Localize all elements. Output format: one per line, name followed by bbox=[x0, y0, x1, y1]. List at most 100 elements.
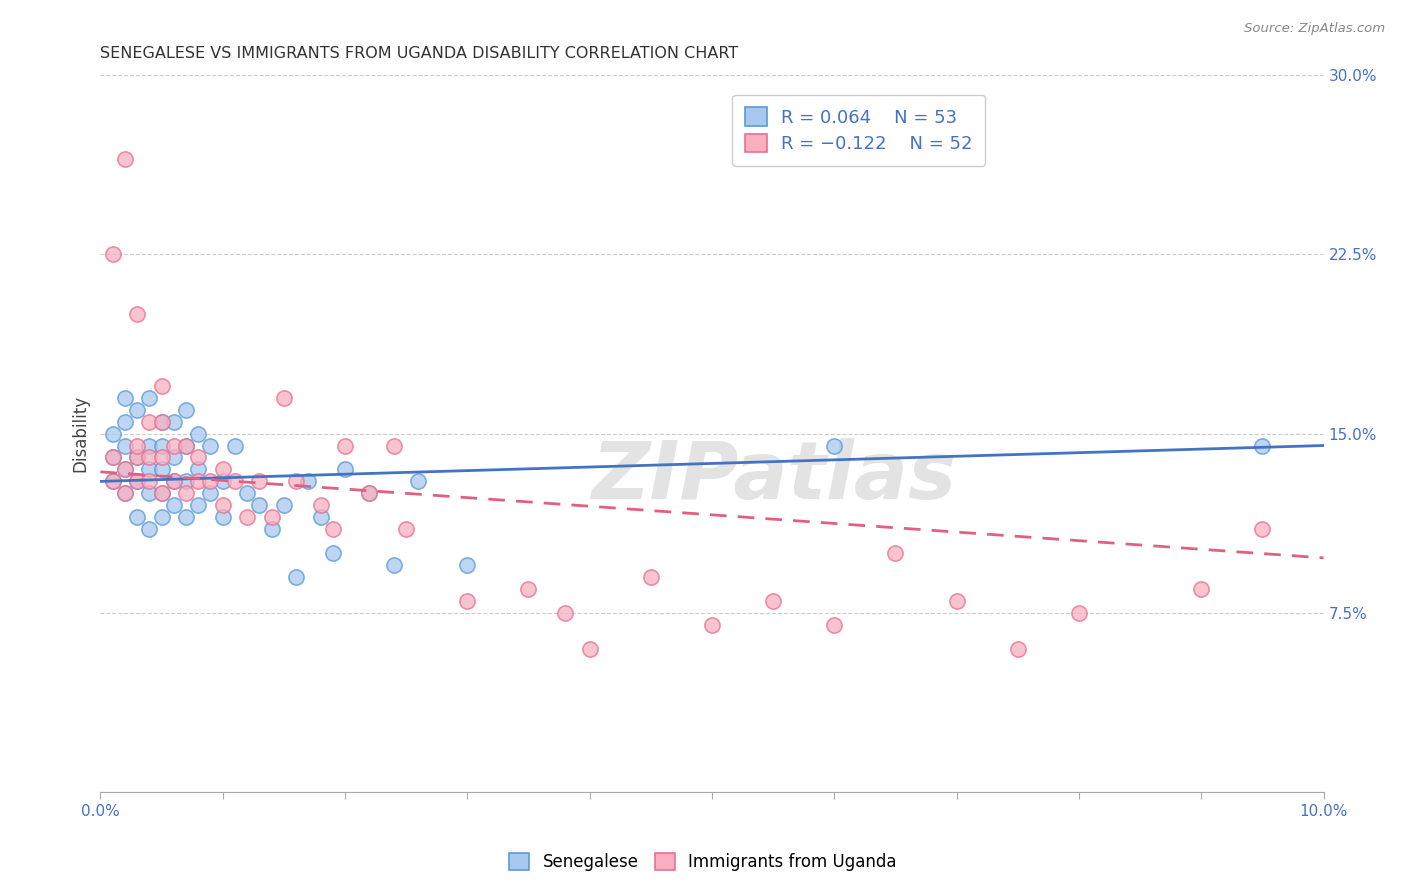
Point bbox=[138, 462, 160, 476]
Point bbox=[247, 498, 270, 512]
Point bbox=[114, 462, 136, 476]
Point bbox=[187, 462, 209, 476]
Point bbox=[1007, 641, 1029, 656]
Point bbox=[395, 522, 418, 536]
Point bbox=[1067, 606, 1090, 620]
Point bbox=[163, 438, 186, 452]
Point bbox=[163, 415, 186, 429]
Text: Source: ZipAtlas.com: Source: ZipAtlas.com bbox=[1244, 22, 1385, 36]
Point bbox=[359, 486, 381, 500]
Point bbox=[138, 522, 160, 536]
Point bbox=[200, 438, 222, 452]
Point bbox=[150, 378, 173, 392]
Point bbox=[138, 450, 160, 465]
Point bbox=[309, 498, 332, 512]
Point bbox=[273, 391, 295, 405]
Point bbox=[163, 475, 186, 489]
Point bbox=[260, 522, 283, 536]
Point bbox=[700, 617, 723, 632]
Point bbox=[273, 498, 295, 512]
Point bbox=[200, 475, 222, 489]
Legend: R = 0.064    N = 53, R = −0.122    N = 52: R = 0.064 N = 53, R = −0.122 N = 52 bbox=[733, 95, 986, 166]
Point bbox=[1251, 438, 1274, 452]
Point bbox=[224, 475, 246, 489]
Point bbox=[150, 415, 173, 429]
Point bbox=[150, 438, 173, 452]
Point bbox=[297, 475, 319, 489]
Point bbox=[456, 594, 478, 608]
Point bbox=[101, 475, 124, 489]
Point bbox=[138, 438, 160, 452]
Point bbox=[125, 438, 148, 452]
Point bbox=[174, 402, 197, 417]
Point bbox=[211, 475, 233, 489]
Point bbox=[125, 307, 148, 321]
Point bbox=[640, 570, 662, 584]
Point bbox=[138, 415, 160, 429]
Point bbox=[247, 475, 270, 489]
Point bbox=[174, 486, 197, 500]
Point bbox=[163, 450, 186, 465]
Point bbox=[333, 462, 356, 476]
Point bbox=[114, 415, 136, 429]
Point bbox=[114, 486, 136, 500]
Point bbox=[163, 475, 186, 489]
Point bbox=[322, 522, 344, 536]
Point bbox=[125, 402, 148, 417]
Point bbox=[114, 391, 136, 405]
Point bbox=[762, 594, 785, 608]
Point bbox=[200, 486, 222, 500]
Point bbox=[125, 450, 148, 465]
Point bbox=[211, 510, 233, 524]
Point bbox=[174, 475, 197, 489]
Point bbox=[150, 462, 173, 476]
Point bbox=[211, 462, 233, 476]
Point bbox=[554, 606, 576, 620]
Point bbox=[236, 486, 259, 500]
Point bbox=[1189, 582, 1212, 596]
Point bbox=[101, 426, 124, 441]
Point bbox=[333, 438, 356, 452]
Point bbox=[517, 582, 540, 596]
Point bbox=[823, 617, 845, 632]
Text: ZIPatlas: ZIPatlas bbox=[591, 438, 956, 516]
Point bbox=[359, 486, 381, 500]
Point bbox=[187, 475, 209, 489]
Point bbox=[125, 475, 148, 489]
Text: SENEGALESE VS IMMIGRANTS FROM UGANDA DISABILITY CORRELATION CHART: SENEGALESE VS IMMIGRANTS FROM UGANDA DIS… bbox=[100, 46, 738, 62]
Point bbox=[174, 438, 197, 452]
Point bbox=[150, 486, 173, 500]
Point bbox=[823, 438, 845, 452]
Point bbox=[125, 450, 148, 465]
Point bbox=[187, 426, 209, 441]
Point bbox=[150, 450, 173, 465]
Point bbox=[578, 641, 600, 656]
Point bbox=[114, 438, 136, 452]
Point bbox=[114, 152, 136, 166]
Legend: Senegalese, Immigrants from Uganda: Senegalese, Immigrants from Uganda bbox=[501, 845, 905, 880]
Point bbox=[382, 438, 405, 452]
Point bbox=[125, 475, 148, 489]
Point bbox=[945, 594, 967, 608]
Point bbox=[101, 475, 124, 489]
Point bbox=[211, 498, 233, 512]
Point bbox=[187, 498, 209, 512]
Point bbox=[187, 450, 209, 465]
Point bbox=[1251, 522, 1274, 536]
Point bbox=[224, 438, 246, 452]
Point bbox=[309, 510, 332, 524]
Point bbox=[408, 475, 430, 489]
Point bbox=[138, 475, 160, 489]
Point bbox=[285, 570, 308, 584]
Point bbox=[150, 510, 173, 524]
Point bbox=[138, 486, 160, 500]
Point bbox=[125, 510, 148, 524]
Y-axis label: Disability: Disability bbox=[72, 395, 89, 472]
Point bbox=[150, 486, 173, 500]
Point bbox=[285, 475, 308, 489]
Point bbox=[150, 415, 173, 429]
Point bbox=[114, 462, 136, 476]
Point bbox=[114, 486, 136, 500]
Point bbox=[163, 498, 186, 512]
Point bbox=[138, 391, 160, 405]
